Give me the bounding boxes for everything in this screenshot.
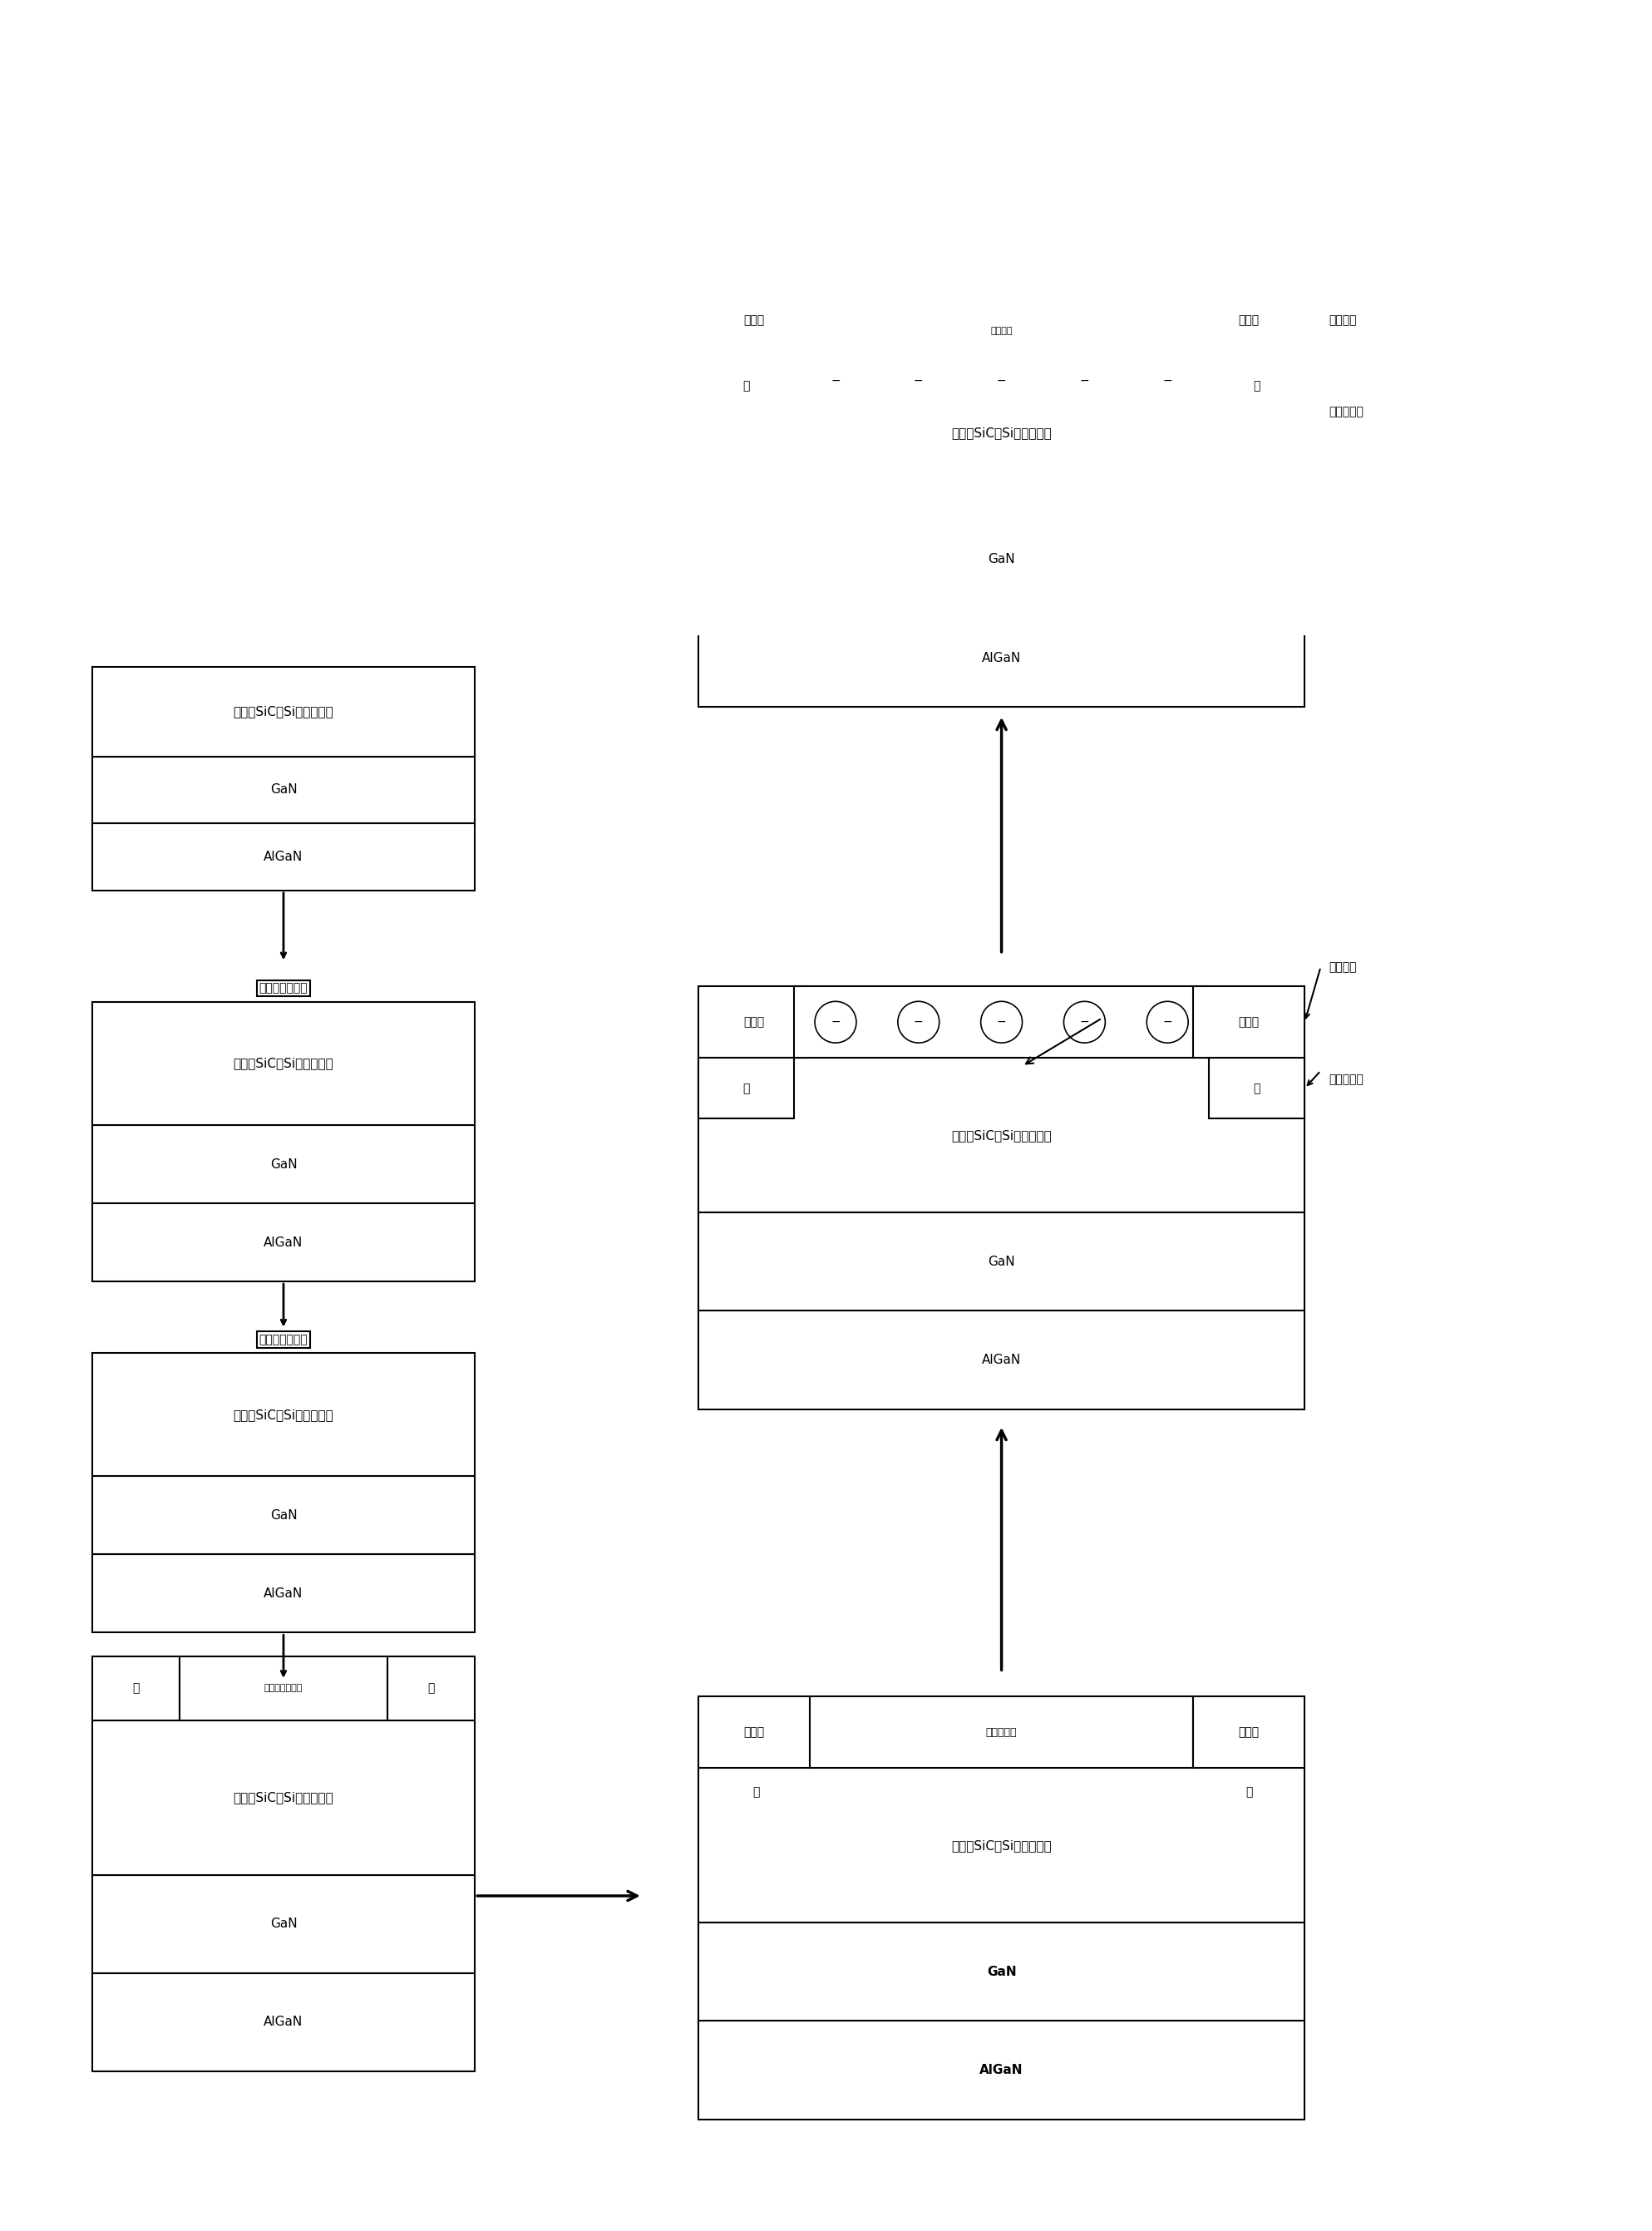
Text: 绝缘帽层: 绝缘帽层 xyxy=(991,326,1013,335)
FancyBboxPatch shape xyxy=(699,1696,809,1769)
FancyBboxPatch shape xyxy=(93,1655,180,1720)
FancyBboxPatch shape xyxy=(180,1655,387,1720)
FancyBboxPatch shape xyxy=(1193,986,1305,1057)
Text: AlGaN: AlGaN xyxy=(980,2064,1023,2077)
Text: 绝缘隧道层薄膜: 绝缘隧道层薄膜 xyxy=(259,982,307,995)
Text: 漏: 漏 xyxy=(1254,379,1260,393)
Text: 固定电荷: 固定电荷 xyxy=(1328,962,1356,973)
Text: −: − xyxy=(1080,1017,1089,1028)
Text: AlGaN: AlGaN xyxy=(264,2017,302,2028)
FancyBboxPatch shape xyxy=(93,1002,476,1124)
FancyBboxPatch shape xyxy=(699,1923,1305,2021)
FancyBboxPatch shape xyxy=(93,1972,476,2070)
Text: GaN: GaN xyxy=(988,553,1014,567)
Text: 漏: 漏 xyxy=(1254,1082,1260,1093)
Text: −: − xyxy=(996,1017,1006,1028)
Text: −: − xyxy=(1163,375,1173,386)
FancyBboxPatch shape xyxy=(795,986,1209,1057)
Text: 基板（SiC，Si，蓝宝石）: 基板（SiC，Si，蓝宝石） xyxy=(952,1129,1052,1142)
FancyBboxPatch shape xyxy=(93,1720,476,1874)
FancyBboxPatch shape xyxy=(699,2021,1305,2119)
Text: 基板（SiC，Si，蓝宝石）: 基板（SiC，Si，蓝宝石） xyxy=(233,1791,334,1805)
Text: 光刻胶: 光刻胶 xyxy=(743,315,765,326)
FancyBboxPatch shape xyxy=(1193,283,1305,357)
Text: 漏: 漏 xyxy=(1246,1787,1252,1798)
FancyBboxPatch shape xyxy=(1209,357,1305,417)
Text: 绝缘隧道层薄膜: 绝缘隧道层薄膜 xyxy=(259,1334,307,1345)
Text: 源: 源 xyxy=(132,1682,139,1693)
FancyBboxPatch shape xyxy=(93,1477,476,1555)
FancyBboxPatch shape xyxy=(699,609,1305,707)
FancyBboxPatch shape xyxy=(93,1124,476,1203)
FancyBboxPatch shape xyxy=(809,1696,1193,1769)
Text: 光刻胶: 光刻胶 xyxy=(1239,1727,1259,1738)
Text: 基板（SiC，Si，蓝宝石）: 基板（SiC，Si，蓝宝石） xyxy=(952,426,1052,440)
FancyBboxPatch shape xyxy=(795,357,1209,406)
FancyBboxPatch shape xyxy=(699,1312,1305,1410)
Text: −: − xyxy=(1080,375,1089,386)
FancyBboxPatch shape xyxy=(699,1211,1305,1312)
Text: 光刻胶: 光刻胶 xyxy=(1239,315,1259,326)
FancyBboxPatch shape xyxy=(699,1769,1305,1923)
FancyBboxPatch shape xyxy=(1209,1057,1305,1118)
FancyBboxPatch shape xyxy=(93,1203,476,1281)
Text: GaN: GaN xyxy=(269,1158,297,1171)
Text: −: − xyxy=(914,375,923,386)
FancyBboxPatch shape xyxy=(699,357,1305,511)
Text: 源: 源 xyxy=(743,1082,750,1093)
FancyBboxPatch shape xyxy=(93,1555,476,1633)
Text: 光刻胶: 光刻胶 xyxy=(1239,1017,1259,1028)
FancyBboxPatch shape xyxy=(699,357,795,417)
Text: 光刻胶: 光刻胶 xyxy=(743,1017,765,1028)
FancyBboxPatch shape xyxy=(387,1655,476,1720)
FancyBboxPatch shape xyxy=(93,667,476,756)
Text: 绝缘隧道层薄膜: 绝缘隧道层薄膜 xyxy=(264,1684,302,1693)
Text: 基板（SiC，Si，蓝宝石）: 基板（SiC，Si，蓝宝石） xyxy=(233,1408,334,1421)
FancyBboxPatch shape xyxy=(699,511,1305,609)
Text: 基板（SiC，Si，蓝宝石）: 基板（SiC，Si，蓝宝石） xyxy=(233,1057,334,1071)
Text: 光刻胶: 光刻胶 xyxy=(743,1727,765,1738)
FancyBboxPatch shape xyxy=(93,823,476,890)
Text: 漏: 漏 xyxy=(428,1682,434,1693)
Text: GaN: GaN xyxy=(269,1508,297,1522)
Text: −: − xyxy=(831,375,841,386)
FancyBboxPatch shape xyxy=(93,756,476,823)
Text: AlGaN: AlGaN xyxy=(264,1586,302,1600)
Text: GaN: GaN xyxy=(988,1256,1014,1267)
Text: −: − xyxy=(1163,1017,1173,1028)
FancyBboxPatch shape xyxy=(795,306,1209,357)
FancyBboxPatch shape xyxy=(699,0,1305,4)
FancyBboxPatch shape xyxy=(93,1874,476,1972)
Text: −: − xyxy=(914,1017,923,1028)
Text: 固定电荷: 固定电荷 xyxy=(1328,315,1356,326)
Text: AlGaN: AlGaN xyxy=(264,850,302,863)
Text: AlGaN: AlGaN xyxy=(264,1236,302,1249)
Text: −: − xyxy=(996,375,1006,386)
FancyBboxPatch shape xyxy=(1193,1696,1305,1769)
Text: 源: 源 xyxy=(743,379,750,393)
FancyBboxPatch shape xyxy=(699,283,809,357)
Text: GaN: GaN xyxy=(986,1966,1016,1979)
Text: 绝缘隧道层: 绝缘隧道层 xyxy=(986,1727,1018,1738)
Text: GaN: GaN xyxy=(269,1919,297,1930)
Text: GaN: GaN xyxy=(269,783,297,796)
FancyBboxPatch shape xyxy=(699,1057,795,1118)
Text: −: − xyxy=(831,1017,841,1028)
Text: AlGaN: AlGaN xyxy=(981,1354,1021,1365)
FancyBboxPatch shape xyxy=(699,986,809,1057)
Text: 基板（SiC，Si，蓝宝石）: 基板（SiC，Si，蓝宝石） xyxy=(952,1838,1052,1852)
FancyBboxPatch shape xyxy=(93,1354,476,1477)
FancyBboxPatch shape xyxy=(699,1057,1305,1211)
Text: 绝缘隧道层: 绝缘隧道层 xyxy=(1328,1073,1363,1086)
Text: 基板（SiC，Si，蓝宝石）: 基板（SiC，Si，蓝宝石） xyxy=(233,705,334,718)
Text: AlGaN: AlGaN xyxy=(981,651,1021,665)
Text: 源: 源 xyxy=(752,1787,760,1798)
Text: 绝缘隧道层: 绝缘隧道层 xyxy=(1328,406,1363,417)
